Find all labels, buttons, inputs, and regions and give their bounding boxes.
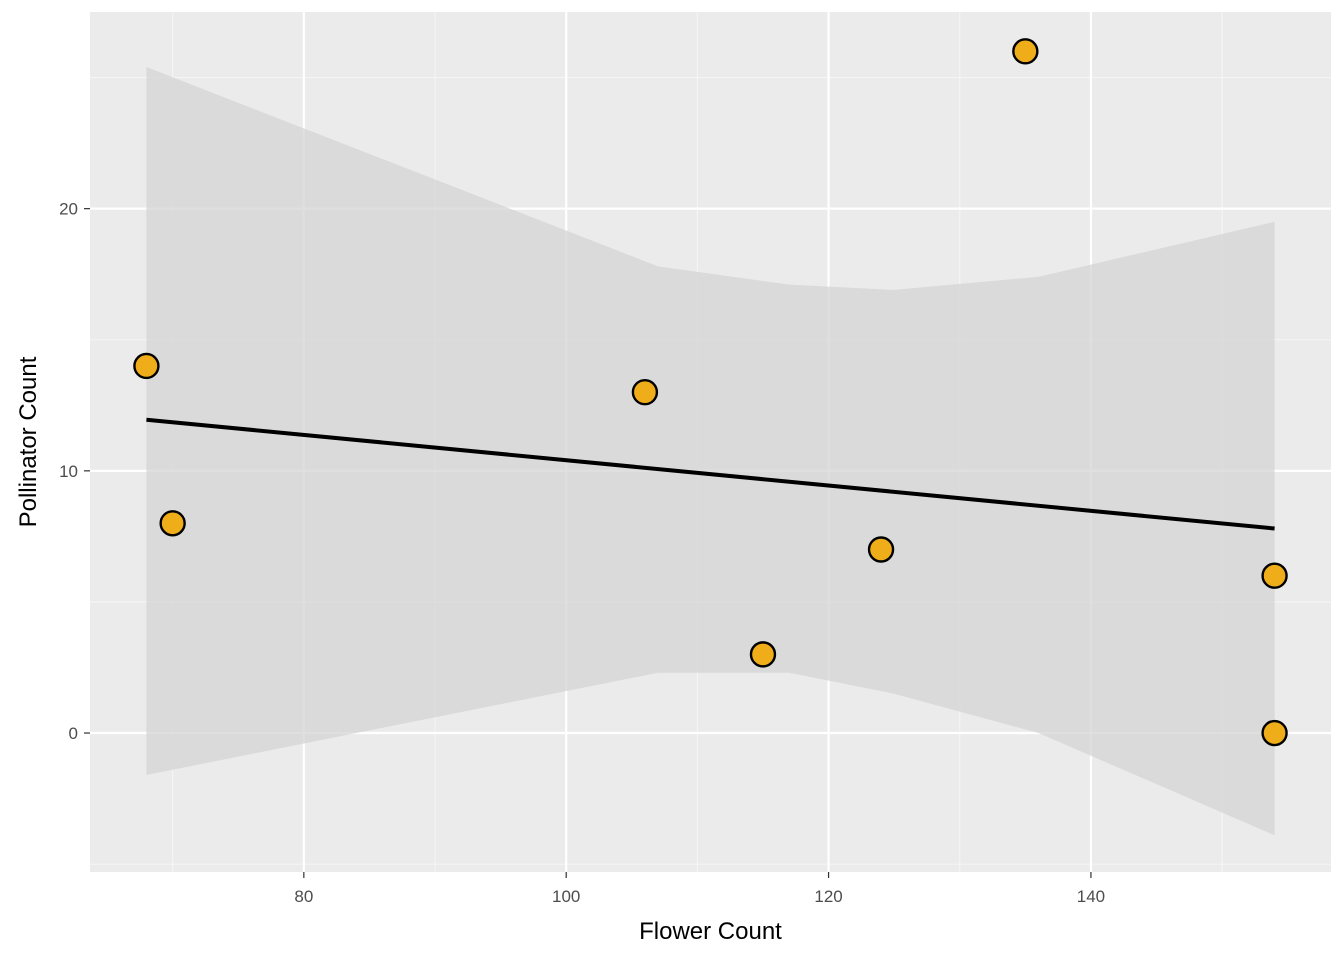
data-point-1 (159, 510, 186, 537)
x-axis-title: Flower Count (639, 918, 782, 945)
data-point-5 (1012, 38, 1039, 65)
data-point-0 (133, 352, 160, 380)
y-axis-ticks: 0 10 20 (59, 200, 90, 743)
data-point-2 (631, 378, 659, 406)
x-tick-label-100: 100 (552, 887, 580, 906)
y-tick-label-0: 0 (69, 724, 78, 743)
x-axis-ticks: 80 100 120 140 (294, 872, 1105, 906)
trend-line (146, 417, 1275, 531)
y-axis-title: Pollinator Count (15, 356, 42, 527)
data-point-6 (1261, 562, 1288, 589)
data-points (133, 38, 1288, 747)
x-tick-label-140: 140 (1077, 887, 1105, 906)
x-tick-label-80: 80 (294, 887, 313, 906)
confidence-band (146, 67, 1275, 836)
y-tick-label-10: 10 (59, 462, 78, 481)
x-tick-label-120: 120 (814, 887, 842, 906)
y-tick-label-20: 20 (59, 200, 78, 219)
data-point-7 (1261, 719, 1288, 747)
data-point-3 (749, 641, 777, 668)
data-point-4 (867, 536, 895, 563)
